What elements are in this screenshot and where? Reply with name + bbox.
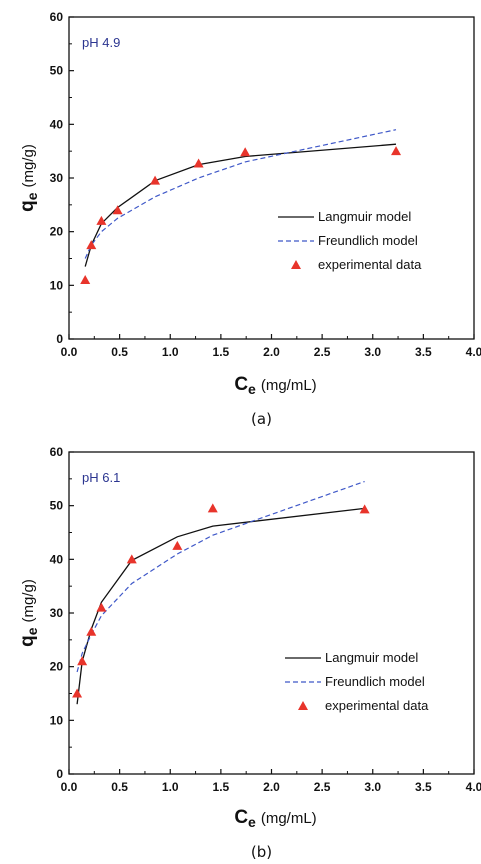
y-axis-title: qe(mg/g) [17,579,40,647]
ph-annotation: pH 6.1 [82,470,120,485]
y-tick-label: 40 [50,117,64,131]
x-axis-title: Ce (mg/mL) [234,807,316,830]
x-tick-label: 4.0 [466,345,481,359]
x-tick-label: 0.0 [61,345,78,359]
x-tick-label: 2.5 [314,345,331,359]
x-tick-label: 3.5 [415,345,432,359]
y-tick-label: 20 [50,660,64,674]
x-tick-label: 0.5 [111,345,128,359]
y-tick-label: 10 [50,278,64,292]
x-tick-label: 1.0 [162,780,179,794]
panel-label: (b) [251,843,272,861]
experimental-data-point [86,626,97,636]
plot-frame [68,451,475,775]
y-axis-title: qe(mg/g) [17,144,40,212]
y-tick-label: 10 [50,713,64,727]
experimental-data-point [77,656,88,666]
freundlich-model-line [76,480,365,673]
experimental-data-point [150,175,161,185]
chart-panel-a: 0.0 0.5 1.0 1.5 2.0 2.5 3.0 3.5 4.0 0 10 20 30 40 50 60… [17,10,481,428]
experimental-data-point [112,205,123,215]
x-tick-label: 2.0 [263,780,280,794]
experimental-data-point [80,274,91,284]
experimental-data-point [86,240,97,250]
experimental-data-point [72,688,83,698]
experimental-data-point [359,504,370,514]
plot-frame [68,16,475,340]
x-axis-title: Ce (mg/mL) [234,374,316,397]
experimental-data-point [240,147,251,157]
panel-label: (a) [251,410,272,428]
experimental-data-point [391,146,402,156]
chart-panel-b: 0.0 0.5 1.0 1.5 2.0 2.5 3.0 3.5 4.0 0 10 20 30 40 50 60… [0,432,481,864]
legend-marker [291,260,301,269]
ph-annotation: pH 4.9 [82,35,120,50]
y-tick-label: 50 [50,499,64,513]
y-tick-label: 20 [50,225,64,239]
x-tick-label: 4.0 [466,780,481,794]
legend-label: Langmuir model [325,650,418,665]
x-tick-label: 2.5 [314,780,331,794]
y-tick-label: 30 [50,606,64,620]
x-tick-label: 2.0 [263,345,280,359]
x-tick-label: 0.5 [111,780,128,794]
y-tick-label: 0 [56,767,63,781]
x-tick-label: 3.0 [364,345,381,359]
y-tick-label: 30 [50,171,64,185]
legend-label: experimental data [318,257,422,272]
chart-b: 0.0 0.5 1.0 1.5 2.0 2.5 3.0 3.5 4.0 0 10 20 30 40 50 60… [17,445,481,861]
legend-label: Langmuir model [318,209,411,224]
y-tick-label: 0 [56,332,63,346]
y-tick-label: 40 [50,552,64,566]
legend-label: experimental data [325,698,429,713]
x-tick-label: 1.0 [162,345,179,359]
x-tick-label: 1.5 [213,345,230,359]
freundlich-model-line [84,129,397,259]
experimental-data-point [193,158,204,168]
legend-label: Freundlich model [325,674,425,689]
chart-a: 0.0 0.5 1.0 1.5 2.0 2.5 3.0 3.5 4.0 0 10 20 30 40 50 60… [17,10,481,428]
x-tick-label: 3.0 [364,780,381,794]
y-tick-label: 60 [50,445,64,459]
experimental-data-point [172,540,183,550]
experimental-data-point [96,602,107,612]
legend-label: Freundlich model [318,233,418,248]
experimental-data-point [96,215,107,225]
y-tick-label: 60 [50,10,64,24]
langmuir-model-line [76,507,365,705]
experimental-data-point [207,503,218,513]
langmuir-model-line [84,143,397,267]
x-tick-label: 0.0 [61,780,78,794]
experimental-data-point [126,554,137,564]
x-tick-label: 3.5 [415,780,432,794]
x-tick-label: 1.5 [213,780,230,794]
legend-marker [298,701,308,710]
y-tick-label: 50 [50,64,64,78]
